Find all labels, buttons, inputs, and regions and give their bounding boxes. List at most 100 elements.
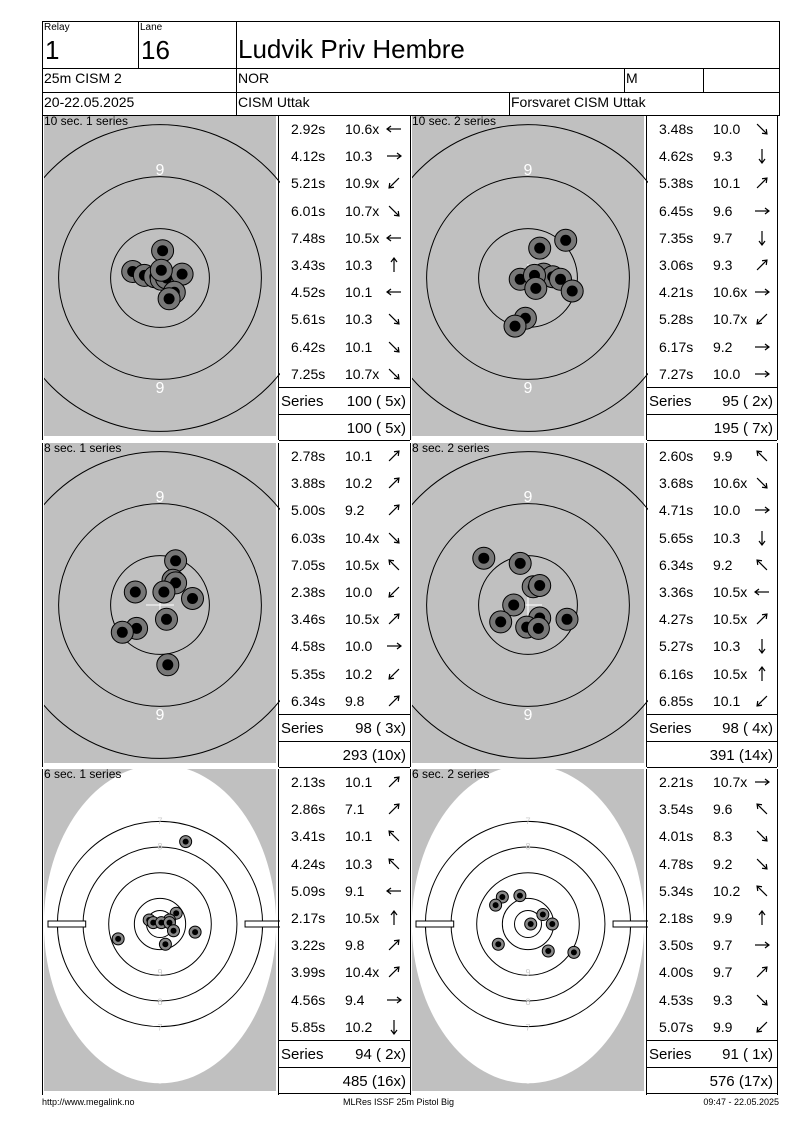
shot-time: 4.00s [659,964,694,981]
club-cell: CISM Uttak [236,92,509,116]
shot-score: 9.6 [713,801,733,818]
shot-hit [181,587,204,610]
direction-arrow-icon [753,637,771,655]
shot-time: 6.16s [659,665,694,682]
series-sum-label: Series [649,393,692,410]
direction-arrow-icon [753,1018,771,1036]
shot-row: 5.21s 10.9x [279,170,410,197]
shot-time: 3.50s [659,937,694,954]
shot-score: 9.1 [345,882,365,899]
direction-arrow-icon [753,855,771,873]
ring-number: 8 [157,842,162,852]
direction-arrow-icon [385,338,403,356]
shot-time: 5.35s [291,665,326,682]
direction-arrow-icon [753,936,771,954]
shot-time: 2.78s [291,448,326,464]
shot-time: 5.27s [659,638,694,655]
gender-cell: M [624,68,703,92]
shot-row: 5.34s 10.2 [647,878,777,905]
direction-arrow-icon [385,365,403,383]
direction-arrow-icon [753,174,771,192]
shot-time: 5.38s [659,175,694,192]
shot-hit [157,287,181,311]
shot-score: 10.1 [345,448,373,464]
lane-number: 16 [141,35,170,65]
shot-score: 10.2 [345,665,373,682]
series-title: 6 sec. 2 series [412,767,490,781]
direction-arrow-icon [385,963,403,981]
shot-time: 2.38s [291,584,326,600]
shot-hit [179,835,193,849]
target-graphic: 5 6 7 8 9 8 7 6 5 [44,769,280,1091]
shot-score: 9.4 [345,991,365,1008]
shot-score: 10.5x [345,556,380,573]
footer-timestamp: 09:47 - 22.05.2025 [703,1097,779,1107]
ring-number: 9 [156,380,165,397]
shot-score: 10.5x [345,611,380,628]
shot-row: 4.01s 8.3 [647,823,777,850]
running-total-value: 100 ( 5x) [346,420,406,437]
shot-row: 3.36s 10.5x [647,579,777,606]
shot-time: 6.45s [659,202,694,219]
shot-score: 10.5x [345,229,380,246]
relay-number: 1 [45,35,60,65]
shot-row: 5.35s 10.2 [279,661,410,688]
shot-score: 10.3 [345,148,373,165]
shot-row: 4.78s 9.2 [647,851,777,878]
shot-row: 7.35s 9.7 [647,225,777,252]
series-sum-value: 98 ( 4x) [722,720,773,737]
club: CISM Uttak [238,94,310,110]
divider [509,92,510,116]
shot-row: 3.22s 9.8 [279,932,410,959]
shot-score: 9.2 [713,855,733,872]
shot-time: 6.85s [659,692,694,709]
direction-arrow-icon [753,610,771,628]
relay-label: Relay [44,22,70,33]
shot-score: 10.0 [713,502,741,519]
ring-number: 9 [156,162,165,179]
shot-time: 3.99s [291,964,326,981]
direction-arrow-icon [753,991,771,1009]
divider [138,21,139,68]
shot-score: 10.1 [345,284,373,301]
shot-score: 10.2 [345,475,373,492]
shot-time: 6.34s [291,692,326,709]
ring-number: 9 [156,489,165,506]
shot-time: 4.12s [291,148,326,165]
gender: M [626,70,638,86]
shooter-name-cell: Ludvik Priv Hembre [236,21,780,68]
direction-arrow-icon [385,692,403,710]
series-sum-value: 94 ( 2x) [355,1046,406,1063]
shot-score: 10.3 [713,638,741,655]
direction-arrow-icon [385,991,403,1009]
ring-number: 6 [525,790,530,800]
shot-score: 10.4x [345,529,380,546]
shot-score: 10.7x [713,774,748,790]
shot-time: 5.07s [659,1018,694,1035]
ring-number: 6 [157,1048,162,1058]
shot-score: 10.1 [713,692,741,709]
team: Forsvaret CISM Uttak [511,94,646,110]
ring-number: 9 [157,967,162,977]
shot-row: 6.34s 9.8 [279,688,410,715]
direction-arrow-icon [753,583,771,601]
relay-cell: Relay 1 [42,21,138,68]
shot-time: 2.60s [659,448,694,464]
shot-row: 3.46s 10.5x [279,606,410,633]
shot-hit [489,898,503,912]
lane-label: Lane [140,22,163,33]
ring-number: 5 [525,1075,530,1085]
ring-number: 5 [157,1075,162,1085]
shot-row: 2.78s 10.1 [279,443,410,470]
direction-arrow-icon [385,773,403,791]
series-sum-row: Series 98 ( 3x) [279,714,410,741]
series-title: 8 sec. 1 series [44,441,122,455]
shot-time: 3.54s [659,801,694,818]
shot-time: 5.00s [291,502,326,519]
shot-time: 6.42s [291,338,326,355]
shot-hit [508,551,532,575]
direction-arrow-icon [385,229,403,247]
shot-list: 2.78s 10.1 3.88s 10.2 5.00s 9.2 6.03s 10.4x 7.05… [278,443,410,768]
ring-number: 9 [525,967,530,977]
target-1-left: 899810 sec. 1 series [42,114,280,440]
